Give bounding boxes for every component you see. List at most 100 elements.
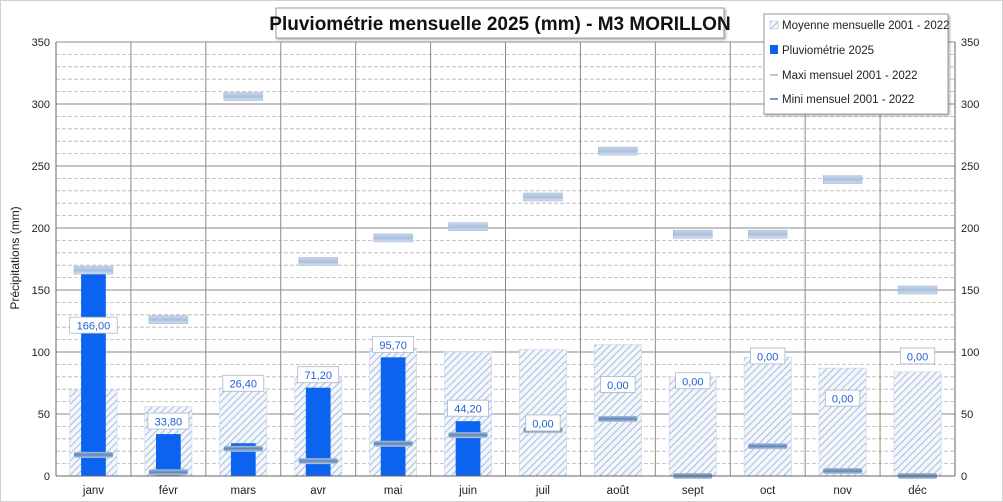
max-marker: [448, 222, 488, 232]
y-tick-label-right: 200: [961, 223, 979, 235]
data-label: 0,00: [682, 376, 703, 388]
y-tick-label-left: 150: [32, 285, 50, 297]
data-label: 26,40: [230, 379, 258, 391]
min-marker: [73, 451, 113, 458]
data-label: 0,00: [832, 394, 853, 406]
y-tick-label-left: 100: [32, 347, 50, 359]
x-tick-label: août: [607, 485, 630, 497]
x-tick-label: sept: [682, 485, 705, 497]
legend-label-max: Maxi mensuel 2001 - 2022: [782, 70, 918, 82]
rain-bar: [156, 434, 181, 476]
axes: janv févr mars avr mai juin juil août sept oct nov…: [32, 37, 980, 497]
mean-bar: [593, 344, 642, 477]
legend-swatch-max: [770, 74, 778, 76]
mean-bar: [519, 349, 567, 477]
data-label: 44,20: [454, 404, 482, 416]
y-tick-label-left: 200: [32, 223, 50, 235]
data-label-box: [447, 399, 489, 417]
x-tick-label: déc: [908, 485, 927, 497]
legend-label-mean: Moyenne mensuelle 2001 - 2022: [782, 20, 950, 32]
x-tick-label: janv: [82, 485, 104, 497]
x-tick-label: juil: [535, 485, 550, 497]
data-label: 0,00: [532, 418, 553, 430]
y-tick-label-right: 300: [961, 99, 979, 111]
min-marker: [148, 469, 188, 476]
data-label-box: [825, 389, 861, 407]
min-marker: [373, 440, 413, 447]
legend-swatch-mean: [769, 20, 779, 30]
max-marker: [747, 229, 788, 239]
data-label: 71,20: [304, 370, 332, 382]
data-label: 33,80: [155, 417, 183, 429]
x-tick-label: févr: [159, 485, 178, 497]
max-marker: [148, 315, 189, 325]
x-tick-label: mai: [384, 485, 403, 497]
max-marker: [373, 233, 413, 243]
data-label-box: [372, 335, 415, 353]
min-marker: [598, 415, 638, 422]
rain-bar: [455, 421, 481, 476]
mean-bar: [743, 356, 792, 477]
data-label: 166,00: [77, 321, 111, 333]
y-tick-label-left: 250: [32, 161, 50, 173]
data-label-box: [147, 412, 190, 430]
y-tick-label-right: 50: [961, 409, 973, 421]
data-label: 0,00: [907, 351, 928, 363]
data-label: 0,00: [757, 351, 778, 363]
data-label-box: [899, 347, 936, 365]
min-marker: [748, 443, 788, 450]
max-marker: [897, 285, 938, 295]
data-labels: 166,00 33,80 26,40 71,20 95,70 44,20 0,00 0,00 0…: [69, 316, 936, 432]
min-marker: [823, 468, 863, 475]
x-tick-label: mars: [231, 485, 257, 497]
mean-bar: [818, 367, 867, 477]
y-tick-label-left: 300: [32, 99, 50, 111]
data-label-box: [222, 374, 265, 392]
data-label-box: [600, 376, 636, 393]
chart-title: Pluviométrie mensuelle 2025 (mm) - M3 MO…: [269, 14, 730, 35]
min-marker: [298, 458, 338, 465]
legend: Moyenne mensuelle 2001 - 2022 Pluviométr…: [763, 13, 950, 115]
data-label-box: [750, 347, 786, 365]
legend-item-rain: Pluviométrie 2025: [770, 45, 874, 57]
y-tick-label-right: 150: [961, 285, 979, 297]
y-axis-label: Précipitations (mm): [8, 206, 22, 309]
max-marker: [673, 229, 713, 239]
y-tick-label-left: 350: [32, 37, 50, 49]
x-tick-label: avr: [310, 485, 326, 497]
legend-swatch-min: [770, 98, 778, 100]
y-tick-label-right: 250: [961, 161, 979, 173]
max-markers: [73, 92, 938, 325]
legend-item-max: Maxi mensuel 2001 - 2022: [770, 70, 918, 82]
x-tick-label: juin: [458, 485, 477, 497]
y-tick-label-right: 0: [961, 471, 967, 483]
legend-item-mean: Moyenne mensuelle 2001 - 2022: [769, 20, 950, 32]
max-marker: [223, 92, 264, 101]
y-tick-label-right: 350: [961, 37, 979, 49]
data-label-box: [297, 366, 340, 384]
data-label: 95,70: [379, 340, 407, 352]
chart-title-box: Pluviométrie mensuelle 2025 (mm) - M3 MO…: [269, 7, 731, 39]
max-marker: [298, 257, 338, 266]
x-tick-label: oct: [760, 485, 776, 497]
max-marker: [523, 192, 563, 202]
mean-bar: [668, 376, 717, 477]
max-marker: [598, 146, 638, 156]
max-marker: [822, 175, 863, 184]
y-tick-label-right: 100: [961, 347, 979, 359]
min-marker: [223, 445, 263, 452]
data-label: 0,00: [607, 380, 628, 392]
rain-bar: [380, 357, 406, 476]
mean-bar: [893, 371, 942, 477]
y-tick-label-left: 0: [44, 471, 50, 483]
rain-bar: [81, 270, 106, 476]
data-label-box: [525, 414, 561, 432]
max-marker: [73, 265, 114, 275]
legend-label-min: Mini mensuel 2001 - 2022: [782, 94, 914, 106]
data-label-box: [675, 372, 711, 390]
min-marker: [448, 432, 488, 439]
legend-swatch-rain: [770, 45, 778, 54]
legend-item-min: Mini mensuel 2001 - 2022: [770, 94, 914, 106]
